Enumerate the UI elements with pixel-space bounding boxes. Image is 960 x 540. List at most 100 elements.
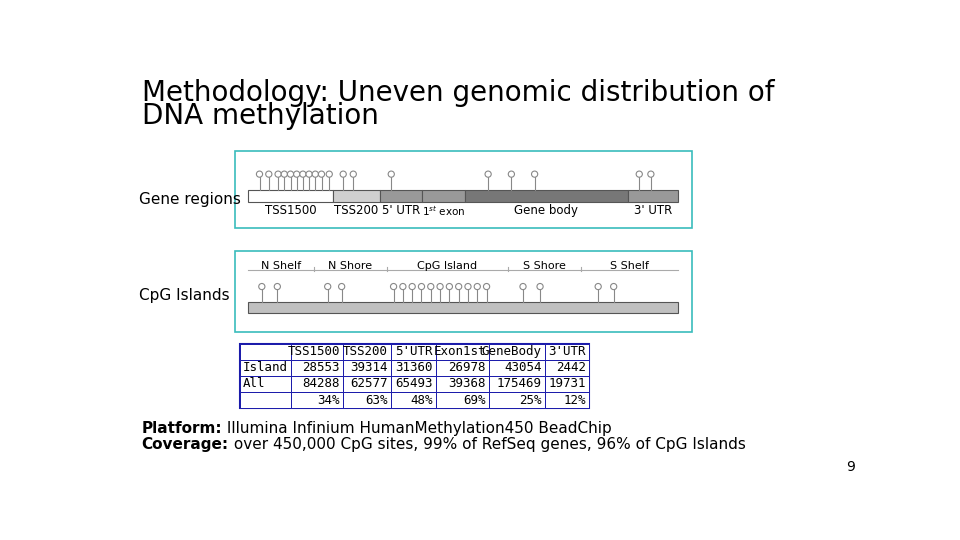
- Circle shape: [537, 284, 543, 289]
- Text: 62577: 62577: [350, 377, 388, 390]
- Text: Methodology: Uneven genomic distribution of: Methodology: Uneven genomic distribution…: [142, 79, 774, 107]
- Bar: [344, 392, 392, 408]
- Text: 3'UTR: 3'UTR: [548, 345, 586, 358]
- Text: 12%: 12%: [564, 394, 586, 407]
- Circle shape: [419, 284, 424, 289]
- Circle shape: [465, 284, 471, 289]
- Bar: [344, 376, 392, 392]
- Bar: [248, 190, 333, 202]
- Bar: [248, 302, 678, 313]
- Bar: [291, 376, 344, 392]
- Text: Illumina Infinium HumanMethylation450 BeadChip: Illumina Infinium HumanMethylation450 Be…: [223, 421, 612, 436]
- Bar: [240, 343, 588, 408]
- Text: CpG Islands: CpG Islands: [139, 288, 230, 303]
- Text: 39314: 39314: [350, 361, 388, 374]
- Text: 39368: 39368: [448, 377, 486, 390]
- Text: Coverage:: Coverage:: [142, 437, 228, 453]
- Text: 2442: 2442: [556, 361, 586, 374]
- Text: 5'UTR: 5'UTR: [396, 345, 433, 358]
- Text: S Shelf: S Shelf: [611, 261, 649, 271]
- Circle shape: [300, 171, 306, 177]
- Circle shape: [275, 171, 281, 177]
- Text: N Shelf: N Shelf: [261, 261, 300, 271]
- Bar: [392, 360, 436, 376]
- Circle shape: [275, 284, 280, 289]
- Bar: [240, 360, 291, 376]
- Circle shape: [388, 171, 395, 177]
- Bar: [392, 343, 436, 360]
- Bar: [628, 190, 678, 202]
- Circle shape: [306, 171, 312, 177]
- Bar: [379, 190, 422, 202]
- Text: DNA methylation: DNA methylation: [142, 102, 378, 130]
- Bar: [234, 251, 692, 332]
- Text: 65493: 65493: [396, 377, 433, 390]
- Bar: [489, 360, 544, 376]
- Circle shape: [319, 171, 324, 177]
- Bar: [240, 376, 291, 392]
- Bar: [436, 392, 489, 408]
- Text: TSS200: TSS200: [334, 204, 378, 217]
- Text: 9: 9: [846, 461, 854, 475]
- Text: CpG Island: CpG Island: [418, 261, 477, 271]
- Circle shape: [427, 284, 434, 289]
- Text: Island: Island: [243, 361, 288, 374]
- Bar: [291, 360, 344, 376]
- Text: 5' UTR: 5' UTR: [382, 204, 420, 217]
- Text: 63%: 63%: [366, 394, 388, 407]
- Circle shape: [326, 171, 332, 177]
- Circle shape: [287, 171, 294, 177]
- Bar: [392, 376, 436, 392]
- Text: 175469: 175469: [496, 377, 541, 390]
- Bar: [465, 190, 628, 202]
- Text: 31360: 31360: [396, 361, 433, 374]
- Bar: [436, 360, 489, 376]
- Circle shape: [456, 284, 462, 289]
- Circle shape: [324, 284, 331, 289]
- Circle shape: [484, 284, 490, 289]
- Circle shape: [474, 284, 480, 289]
- Text: 1$^{st}$ exon: 1$^{st}$ exon: [421, 204, 466, 218]
- Circle shape: [648, 171, 654, 177]
- Text: Platform:: Platform:: [142, 421, 223, 436]
- Circle shape: [350, 171, 356, 177]
- Circle shape: [266, 171, 272, 177]
- Bar: [344, 343, 392, 360]
- Circle shape: [508, 171, 515, 177]
- Bar: [544, 343, 588, 360]
- Text: N Shore: N Shore: [328, 261, 372, 271]
- Text: 84288: 84288: [302, 377, 340, 390]
- Circle shape: [409, 284, 416, 289]
- Text: 25%: 25%: [519, 394, 541, 407]
- Circle shape: [391, 284, 396, 289]
- Bar: [392, 392, 436, 408]
- Text: over 450,000 CpG sites, 99% of RefSeq genes, 96% of CpG Islands: over 450,000 CpG sites, 99% of RefSeq ge…: [228, 437, 746, 453]
- Text: 43054: 43054: [504, 361, 541, 374]
- Text: TSS1500: TSS1500: [288, 345, 340, 358]
- Bar: [291, 392, 344, 408]
- Text: 28553: 28553: [302, 361, 340, 374]
- Text: 3' UTR: 3' UTR: [634, 204, 672, 217]
- Text: 48%: 48%: [411, 394, 433, 407]
- Text: 69%: 69%: [464, 394, 486, 407]
- Circle shape: [294, 171, 300, 177]
- Circle shape: [399, 284, 406, 289]
- Circle shape: [520, 284, 526, 289]
- Circle shape: [446, 284, 452, 289]
- Text: S Shore: S Shore: [523, 261, 565, 271]
- Bar: [436, 376, 489, 392]
- Circle shape: [611, 284, 616, 289]
- Bar: [422, 190, 465, 202]
- Circle shape: [339, 284, 345, 289]
- Circle shape: [256, 171, 263, 177]
- Text: TSS200: TSS200: [343, 345, 388, 358]
- Circle shape: [532, 171, 538, 177]
- Bar: [291, 343, 344, 360]
- Bar: [240, 392, 291, 408]
- Circle shape: [636, 171, 642, 177]
- Text: Gene regions: Gene regions: [139, 192, 241, 207]
- Text: TSS1500: TSS1500: [265, 204, 316, 217]
- Circle shape: [437, 284, 444, 289]
- Circle shape: [259, 284, 265, 289]
- Text: 19731: 19731: [548, 377, 586, 390]
